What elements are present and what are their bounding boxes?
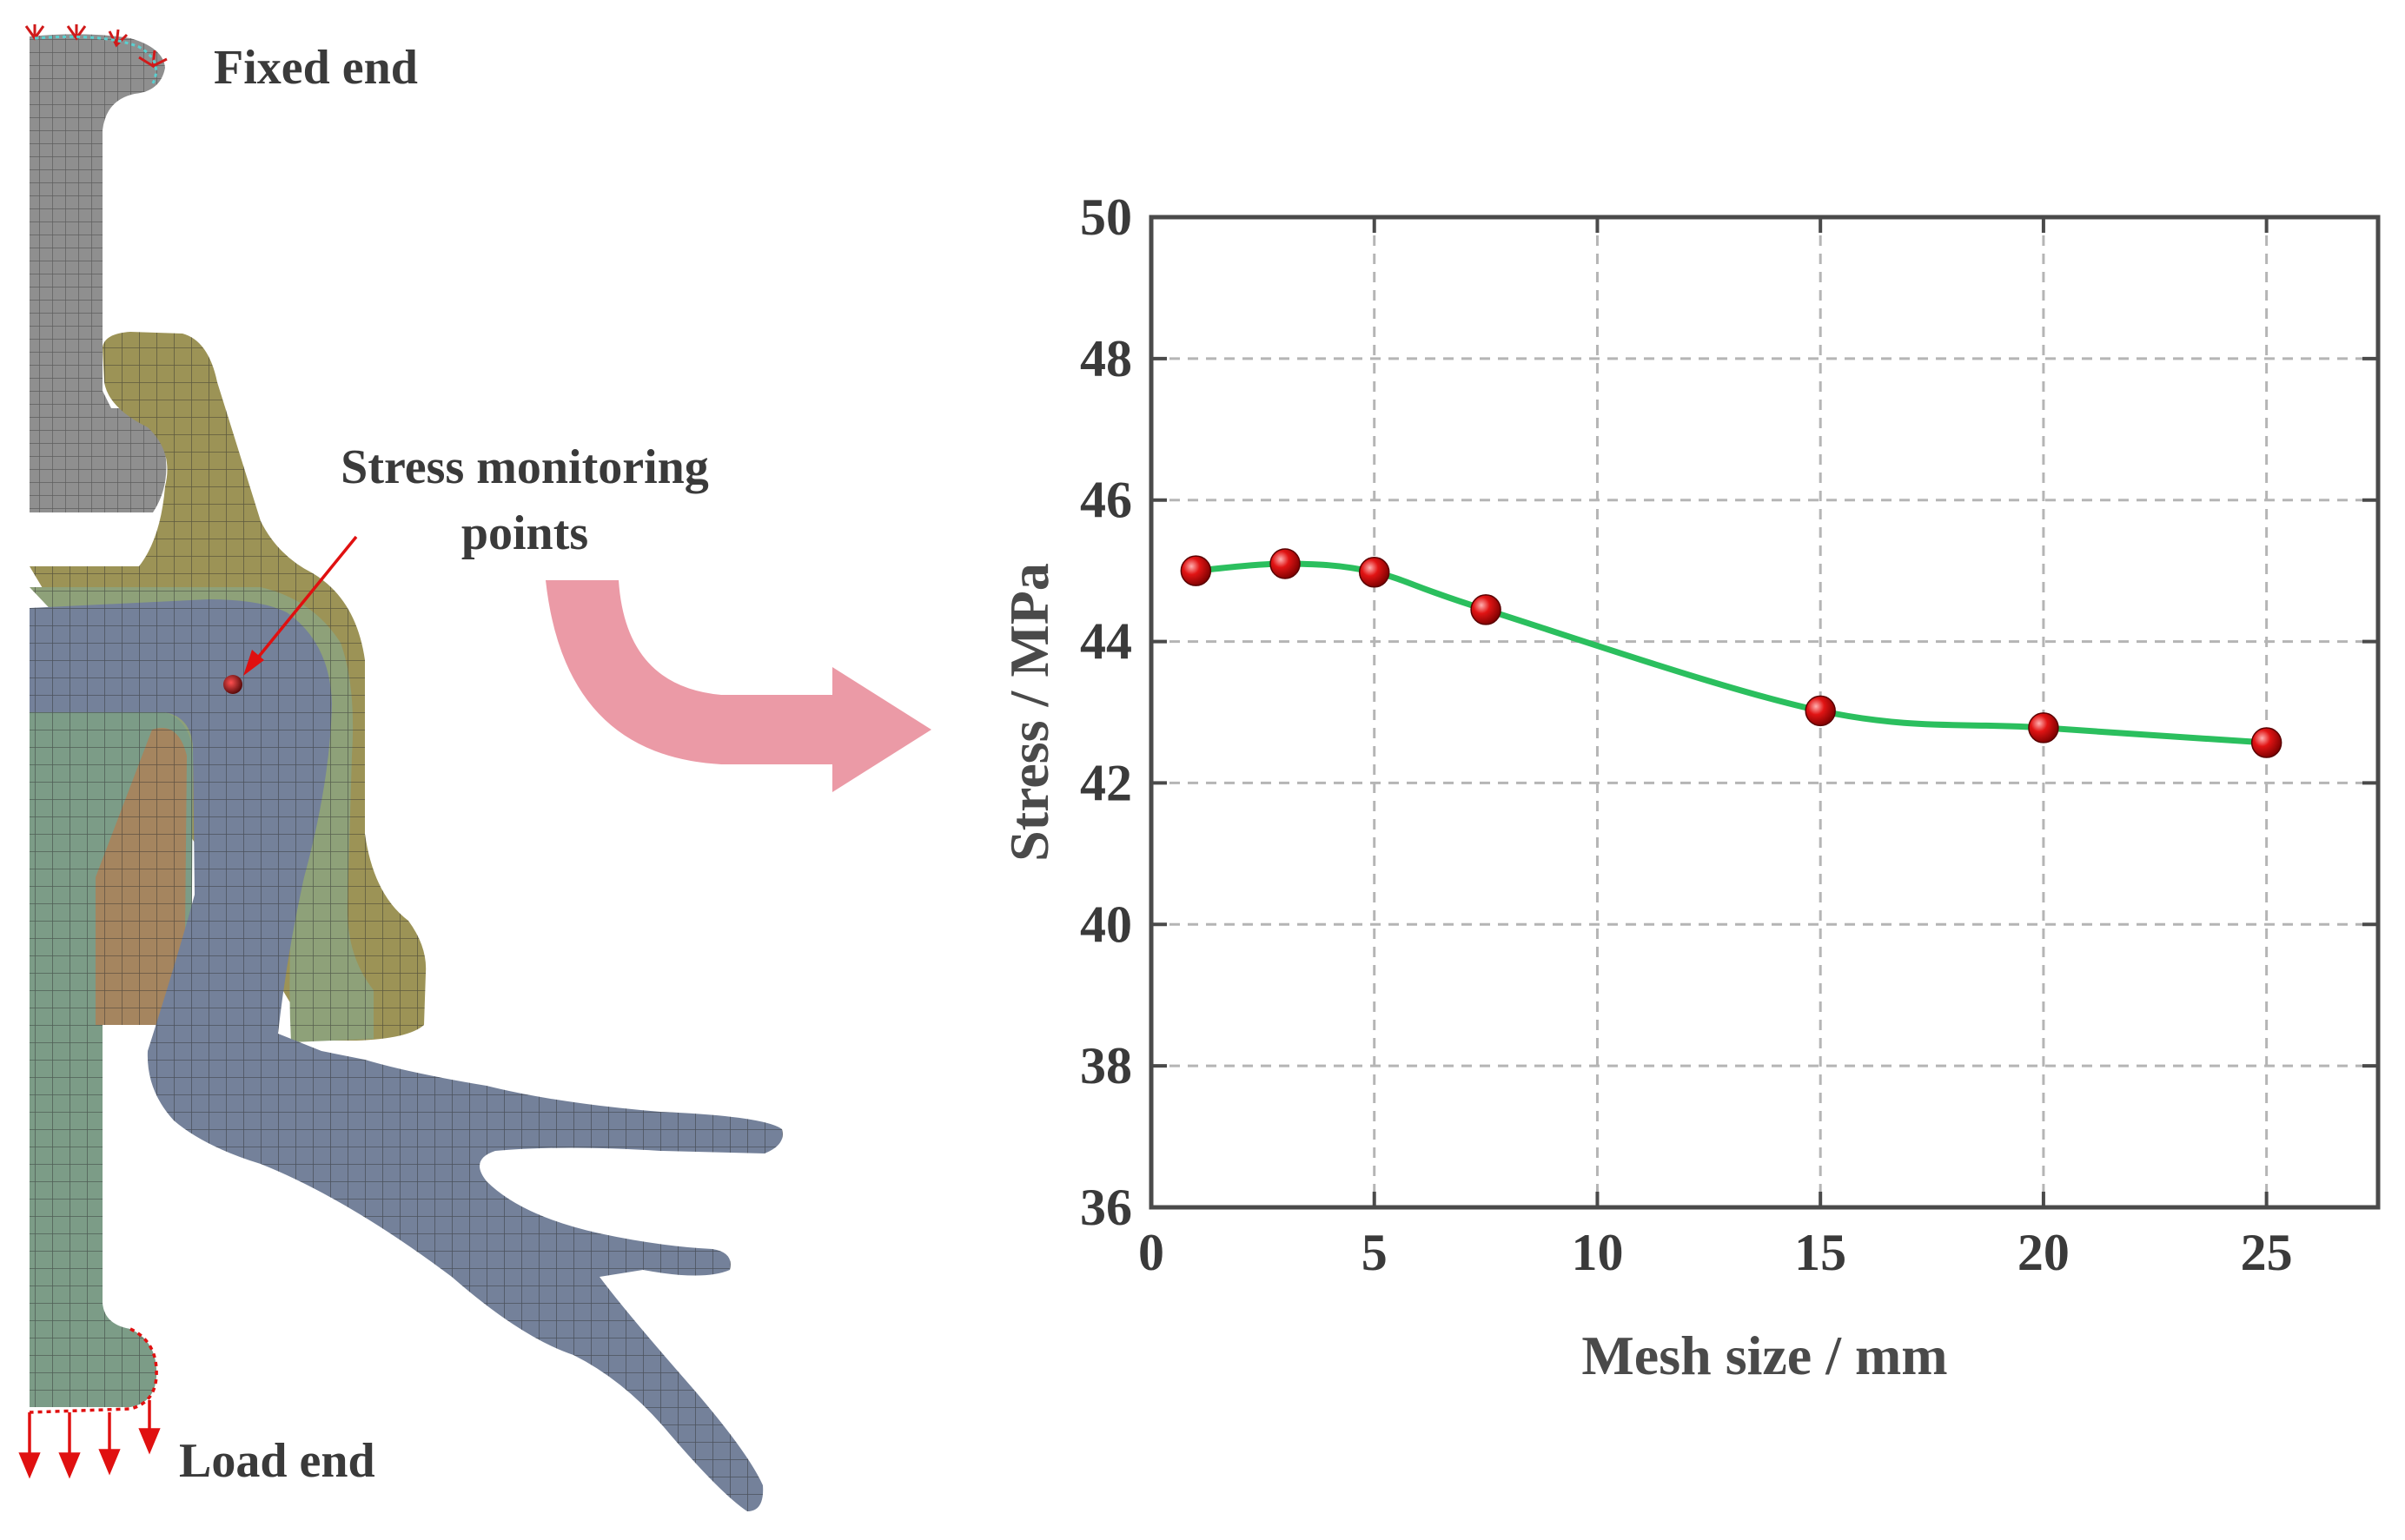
load-end-arrows (18, 1327, 161, 1479)
y-tick-label: 46 (1080, 472, 1132, 529)
y-tick-label: 42 (1080, 754, 1132, 811)
stress-points-label-line1: Stress monitoring (341, 440, 709, 494)
y-tick-label: 44 (1080, 613, 1132, 671)
data-point (1358, 557, 1390, 588)
pointer-arrowhead (243, 650, 264, 676)
data-point (1180, 555, 1212, 586)
x-tick-label: 10 (1571, 1224, 1623, 1281)
y-tick-label: 50 (1080, 188, 1132, 246)
blue-part (30, 599, 783, 1511)
stress-points-label-line2: points (461, 506, 588, 560)
x-tick-label: 25 (2241, 1224, 2293, 1281)
series-line (1196, 560, 2267, 746)
x-axis-label: Mesh size / mm (1581, 1325, 1947, 1386)
y-tick-label: 40 (1080, 896, 1132, 953)
y-tick-labels: 36 38 40 42 44 46 48 50 (1080, 188, 1132, 1236)
chart-grid (1151, 217, 2378, 1207)
chart: 0 5 10 15 20 25 36 38 40 42 44 46 48 50 Mesh size / … (998, 188, 2381, 1386)
mesh-cross-section: Fixed end Load end Stress monitoring poi… (18, 24, 931, 1511)
data-point (1805, 695, 1836, 727)
x-tick-labels: 0 5 10 15 20 25 (1138, 1224, 2293, 1281)
y-tick-label: 36 (1080, 1179, 1132, 1236)
axis-ticks (1149, 215, 2378, 1209)
series-points (1180, 548, 2282, 758)
data-point (2250, 727, 2282, 758)
rail-part (30, 34, 167, 512)
data-point (1269, 548, 1301, 579)
fixed-end-label: Fixed end (214, 41, 418, 95)
flow-arrow (546, 580, 931, 792)
x-tick-label: 0 (1138, 1224, 1164, 1281)
pointer-line (248, 535, 358, 669)
x-tick-label: 20 (2017, 1224, 2070, 1281)
x-tick-label: 5 (1362, 1224, 1388, 1281)
fixed-edge (34, 35, 157, 84)
x-tick-label: 15 (1794, 1224, 1846, 1281)
stress-monitoring-point (223, 675, 242, 694)
plot-area-frame (1149, 215, 2381, 1210)
y-tick-label: 38 (1080, 1037, 1132, 1094)
y-tick-label: 48 (1080, 330, 1132, 387)
fixed-end-constraint-icons (24, 24, 168, 69)
load-end-label: Load end (179, 1434, 375, 1488)
y-axis-label: Stress / MPa (998, 563, 1060, 862)
brown-part (96, 728, 187, 1025)
data-point (1470, 594, 1501, 625)
data-point (2028, 712, 2059, 744)
